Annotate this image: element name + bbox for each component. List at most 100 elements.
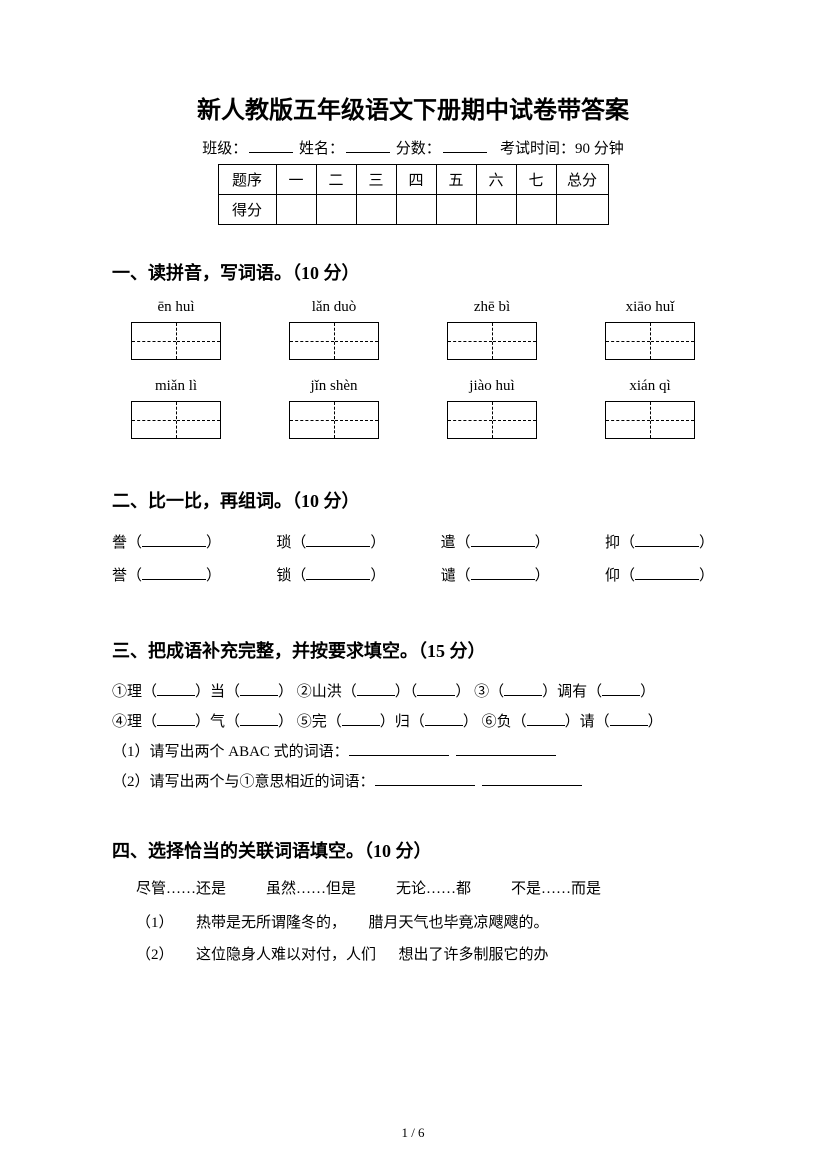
- txt: ） ③（: [455, 684, 504, 700]
- char: 誊: [112, 535, 127, 551]
- table-row: 题序 一 二 三 四 五 六 七 总分: [218, 165, 608, 195]
- q2-item: 仰（）: [605, 560, 714, 593]
- pinyin-label: lǎn duò: [274, 299, 394, 316]
- tianzige[interactable]: [605, 401, 695, 439]
- fill-blank[interactable]: [142, 533, 206, 547]
- fill-blank[interactable]: [417, 682, 455, 696]
- q2-item: 誉（）: [112, 560, 221, 593]
- s3-sub1: （1）请写出两个 ABAC 式的词语：: [112, 737, 714, 767]
- pinyin-label: xiāo huǐ: [590, 299, 710, 316]
- td-blank[interactable]: [556, 195, 608, 225]
- pinyin-item: jiào huì: [432, 378, 552, 439]
- pinyin-label: zhē bì: [432, 299, 552, 316]
- fill-blank[interactable]: [157, 682, 195, 696]
- td-blank[interactable]: [356, 195, 396, 225]
- txt: 热带是无所谓隆冬的，: [196, 915, 346, 931]
- fill-blank[interactable]: [157, 712, 195, 726]
- td-blank[interactable]: [516, 195, 556, 225]
- txt: 腊月天气也毕竟凉飕飕的。: [369, 915, 549, 931]
- txt: ）: [648, 714, 663, 730]
- tianzige[interactable]: [447, 322, 537, 360]
- fill-blank[interactable]: [375, 772, 475, 786]
- th-5: 五: [436, 165, 476, 195]
- tianzige[interactable]: [131, 322, 221, 360]
- fill-blank[interactable]: [240, 682, 278, 696]
- td-blank[interactable]: [436, 195, 476, 225]
- fill-blank[interactable]: [471, 566, 535, 580]
- name-blank[interactable]: [346, 139, 390, 153]
- td-blank[interactable]: [476, 195, 516, 225]
- txt: （2）: [136, 947, 174, 963]
- pinyin-item: jǐn shèn: [274, 378, 394, 439]
- fill-blank[interactable]: [342, 712, 380, 726]
- char: 锁: [276, 568, 291, 584]
- tianzige[interactable]: [289, 401, 379, 439]
- score-blank[interactable]: [443, 139, 487, 153]
- q2-row-2: 誉（） 锁（） 谴（） 仰（）: [112, 560, 714, 593]
- pinyin-item: xiāo huǐ: [590, 299, 710, 360]
- pinyin-label: miǎn lì: [116, 378, 236, 395]
- txt: ） ②山洪（: [278, 684, 357, 700]
- td-blank[interactable]: [396, 195, 436, 225]
- tianzige[interactable]: [605, 322, 695, 360]
- q2-item: 谴（）: [441, 560, 550, 593]
- txt: ）归（: [380, 714, 425, 730]
- fill-blank[interactable]: [357, 682, 395, 696]
- td-blank[interactable]: [276, 195, 316, 225]
- th-total: 总分: [556, 165, 608, 195]
- fill-blank[interactable]: [635, 566, 699, 580]
- fill-blank[interactable]: [142, 566, 206, 580]
- fill-blank[interactable]: [425, 712, 463, 726]
- score-label: 分数：: [396, 141, 441, 157]
- th-3: 三: [356, 165, 396, 195]
- conj-opt: 尽管……还是: [136, 877, 226, 898]
- tianzige[interactable]: [131, 401, 221, 439]
- q4-line-2: （2） 这位隐身人难以对付，人们 想出了许多制服它的办: [112, 940, 714, 972]
- fill-blank[interactable]: [456, 742, 556, 756]
- class-blank[interactable]: [249, 139, 293, 153]
- txt: （2）请写出两个与①意思相近的词语：: [112, 774, 375, 790]
- fill-blank[interactable]: [527, 712, 565, 726]
- txt: （1）请写出两个 ABAC 式的词语：: [112, 744, 349, 760]
- fill-blank[interactable]: [306, 533, 370, 547]
- q2-row-1: 誊（） 琐（） 遣（） 抑（）: [112, 527, 714, 560]
- txt: ）调有（: [542, 684, 602, 700]
- s3-sub2: （2）请写出两个与①意思相近的词语：: [112, 767, 714, 797]
- pinyin-item: lǎn duò: [274, 299, 394, 360]
- fill-blank[interactable]: [504, 682, 542, 696]
- th-6: 六: [476, 165, 516, 195]
- conj-opt: 不是……而是: [511, 877, 601, 898]
- th-seq: 题序: [218, 165, 276, 195]
- th-2: 二: [316, 165, 356, 195]
- fill-blank[interactable]: [306, 566, 370, 580]
- class-label: 班级：: [202, 141, 247, 157]
- txt: ）（: [395, 684, 418, 700]
- pinyin-label: xián qì: [590, 378, 710, 395]
- txt: 这位隐身人难以对付，人们: [196, 947, 376, 963]
- meta-line: 班级： 姓名： 分数： 考试时间：90 分钟: [112, 137, 714, 158]
- td-score-label: 得分: [218, 195, 276, 225]
- tianzige[interactable]: [447, 401, 537, 439]
- table-row: 得分: [218, 195, 608, 225]
- fill-blank[interactable]: [602, 682, 640, 696]
- fill-blank[interactable]: [471, 533, 535, 547]
- s3-line-2: ④理（）气（） ⑤完（）归（） ⑥负（）请（）: [112, 707, 714, 737]
- pinyin-row-1: ēn huì lǎn duò zhē bì xiāo huǐ: [112, 299, 714, 360]
- score-table: 题序 一 二 三 四 五 六 七 总分 得分: [218, 164, 609, 225]
- name-label: 姓名：: [299, 141, 344, 157]
- td-blank[interactable]: [316, 195, 356, 225]
- txt: ） ⑥负（: [463, 714, 527, 730]
- q2-item: 抑（）: [605, 527, 714, 560]
- fill-blank[interactable]: [349, 742, 449, 756]
- fill-blank[interactable]: [240, 712, 278, 726]
- fill-blank[interactable]: [610, 712, 648, 726]
- txt: ）当（: [195, 684, 240, 700]
- txt: （1）: [136, 915, 174, 931]
- txt: ） ⑤完（: [278, 714, 342, 730]
- fill-blank[interactable]: [482, 772, 582, 786]
- pinyin-label: ēn huì: [116, 299, 236, 316]
- tianzige[interactable]: [289, 322, 379, 360]
- fill-blank[interactable]: [635, 533, 699, 547]
- txt: ①理（: [112, 684, 157, 700]
- pinyin-label: jiào huì: [432, 378, 552, 395]
